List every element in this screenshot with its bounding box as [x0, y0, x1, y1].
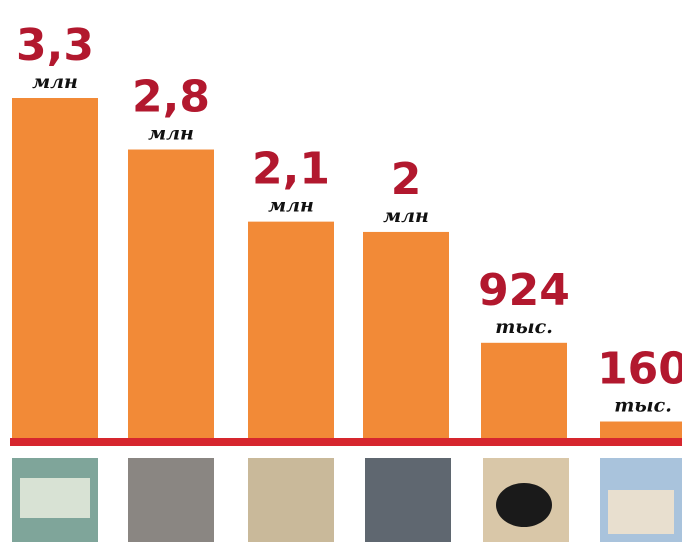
- bar: [128, 149, 214, 439]
- unit-label: млн: [148, 123, 194, 145]
- photo-detail: [608, 490, 674, 534]
- photos: [12, 458, 682, 542]
- photo-office: [365, 458, 451, 542]
- value-label: 2,8: [132, 72, 210, 123]
- bar: [600, 421, 682, 438]
- value-label: 2: [391, 154, 422, 205]
- unit-label: тыс.: [614, 395, 672, 417]
- photo-detail: [20, 478, 90, 518]
- bar: [481, 342, 567, 438]
- unit-label: млн: [268, 195, 314, 217]
- baseline: [10, 438, 682, 446]
- value-label: 160: [597, 344, 682, 395]
- photo-money: [248, 458, 334, 542]
- unit-label: млн: [32, 71, 78, 93]
- unit-label: тыс.: [495, 316, 553, 338]
- value-label: 924: [478, 265, 570, 316]
- bar: [248, 221, 334, 438]
- value-label: 3,3: [16, 20, 94, 71]
- bar: [12, 98, 98, 438]
- bar: [363, 231, 449, 438]
- unit-label: млн: [383, 205, 429, 227]
- photo-detail: [496, 483, 552, 527]
- photo-building: [128, 458, 214, 542]
- value-label: 2,1: [252, 144, 330, 195]
